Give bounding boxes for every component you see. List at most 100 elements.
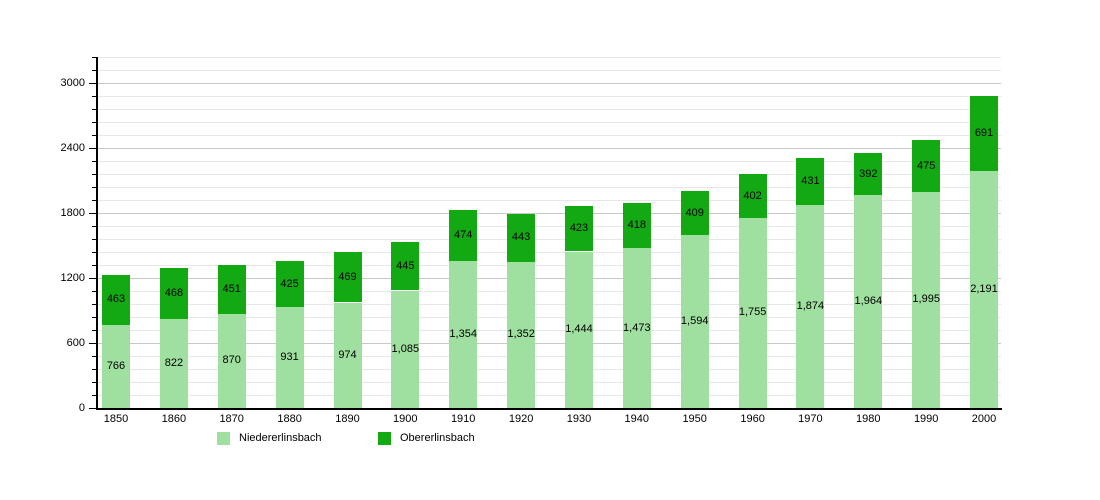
bar-value-niedererlinsbach: 2,191: [970, 282, 998, 295]
bar-value-obererlinsbach: 475: [917, 159, 936, 172]
bar-segment-obererlinsbach: [102, 274, 130, 326]
x-axis-tick-label: 1960: [740, 413, 765, 425]
legend-swatch-niedererlinsbach: [217, 431, 230, 445]
bar-segment-obererlinsbach: [333, 251, 362, 303]
bar-value-obererlinsbach: 423: [569, 222, 589, 235]
bar-value-niedererlinsbach: 1,874: [796, 300, 825, 312]
bar-segment-niedererlinsbach: [796, 205, 825, 408]
x-axis-tick-label: 1880: [277, 413, 302, 425]
bar-value-obererlinsbach: 402: [743, 189, 762, 202]
x-axis-tick-label: 1970: [798, 413, 823, 425]
bar-segment-niedererlinsbach: [449, 261, 478, 408]
bar-value-obererlinsbach: 392: [859, 167, 878, 180]
y-tick-minor: [92, 330, 96, 331]
bar-value-niedererlinsbach: 1,964: [854, 295, 883, 308]
y-tick-minor: [92, 161, 96, 162]
bar-value-niedererlinsbach: 974: [338, 348, 357, 361]
bar-segment-obererlinsbach: [854, 152, 883, 196]
gridline-minor: [97, 122, 1001, 123]
bar-segment-obererlinsbach: [217, 264, 246, 314]
gridline-minor: [97, 135, 1001, 136]
bar-value-niedererlinsbach: 766: [106, 360, 126, 372]
bar-segment-niedererlinsbach: [622, 248, 651, 408]
bar-value-obererlinsbach: 409: [685, 206, 704, 219]
bar-value-obererlinsbach: 463: [106, 293, 126, 306]
bar-segment-obererlinsbach: [275, 261, 304, 308]
x-axis-tick-label: 1890: [335, 413, 360, 425]
x-axis-tick-label: 1980: [856, 413, 881, 425]
bar-value-niedererlinsbach: 870: [222, 354, 241, 367]
legend-label-obererlinsbach: Obererlinsbach: [400, 432, 475, 444]
bar-value-obererlinsbach: 469: [338, 270, 357, 283]
y-tick-major: [89, 148, 96, 149]
bar-segment-niedererlinsbach: [217, 313, 246, 409]
y-tick-minor: [92, 96, 96, 97]
x-axis-tick-label: 2000: [971, 413, 997, 425]
y-tick-minor: [92, 369, 96, 370]
gridline-minor: [97, 109, 1001, 110]
bar-segment-obererlinsbach: [912, 140, 941, 192]
x-axis-tick-label: 1950: [682, 413, 707, 425]
y-tick-minor: [92, 252, 96, 253]
bar-segment-niedererlinsbach: [507, 261, 536, 408]
gridline-minor: [97, 57, 1001, 58]
bar-value-niedererlinsbach: 1,444: [565, 323, 593, 336]
bar-segment-obererlinsbach: [970, 95, 998, 171]
bar-value-obererlinsbach: 443: [511, 231, 531, 243]
bar-value-obererlinsbach: 451: [222, 282, 241, 295]
legend-label-niedererlinsbach: Niedererlinsbach: [239, 432, 322, 444]
bar-segment-niedererlinsbach: [102, 325, 130, 408]
y-tick-major: [89, 408, 96, 409]
bar-segment-niedererlinsbach: [738, 217, 767, 408]
bar-value-obererlinsbach: 691: [974, 126, 994, 139]
y-tick-minor: [92, 291, 96, 292]
bar-segment-obererlinsbach: [622, 203, 651, 249]
x-axis-tick-label: 1860: [161, 413, 187, 425]
x-axis-tick-label: 1920: [508, 413, 534, 425]
y-tick-minor: [92, 382, 96, 383]
bar-segment-obererlinsbach: [796, 158, 825, 205]
bar-value-niedererlinsbach: 1,354: [449, 328, 477, 341]
bar-value-niedererlinsbach: 1,755: [738, 306, 767, 319]
x-axis-tick-label: 1940: [624, 413, 650, 425]
bar-value-niedererlinsbach: 1,995: [912, 293, 940, 306]
bar-value-obererlinsbach: 468: [164, 287, 184, 300]
y-tick-minor: [92, 356, 96, 357]
y-tick-minor: [92, 70, 96, 71]
bar-segment-niedererlinsbach: [970, 170, 998, 408]
y-tick-major: [89, 278, 96, 279]
y-tick-minor: [92, 265, 96, 266]
y-axis-tick-label: 3000: [60, 76, 85, 89]
bar-segment-niedererlinsbach: [275, 307, 304, 408]
bar-segment-obererlinsbach: [391, 242, 420, 291]
bar-segment-niedererlinsbach: [391, 290, 420, 408]
y-tick-minor: [92, 187, 96, 188]
y-axis-tick-label: 2400: [60, 141, 85, 154]
x-axis-tick-label: 1850: [103, 413, 129, 425]
bar-value-obererlinsbach: 418: [627, 219, 646, 232]
bar-value-niedererlinsbach: 822: [164, 357, 184, 369]
y-axis-tick-label: 600: [66, 336, 85, 349]
y-tick-major: [89, 213, 96, 214]
y-axis-line: [96, 57, 98, 409]
y-tick-minor: [92, 317, 96, 318]
y-tick-minor: [92, 226, 96, 227]
x-axis-tick-label: 1870: [219, 413, 244, 425]
bar-value-niedererlinsbach: 1,594: [680, 315, 709, 328]
gridline-minor: [97, 96, 1001, 97]
x-axis-tick-label: 1910: [450, 413, 476, 425]
x-axis-tick-label: 1930: [566, 413, 592, 425]
bar-segment-niedererlinsbach: [912, 191, 941, 408]
bar-value-obererlinsbach: 445: [396, 259, 415, 272]
y-tick-minor: [92, 57, 96, 58]
x-axis-line: [96, 408, 1002, 410]
legend-item-niedererlinsbach: Niedererlinsbach: [217, 431, 322, 445]
y-tick-minor: [92, 395, 96, 396]
bar-segment-niedererlinsbach: [854, 195, 883, 408]
y-tick-minor: [92, 304, 96, 305]
y-tick-minor: [92, 174, 96, 175]
bar-segment-obererlinsbach: [159, 268, 188, 319]
x-axis-tick-label: 1900: [393, 413, 418, 425]
y-axis-tick-label: 0: [78, 401, 85, 414]
